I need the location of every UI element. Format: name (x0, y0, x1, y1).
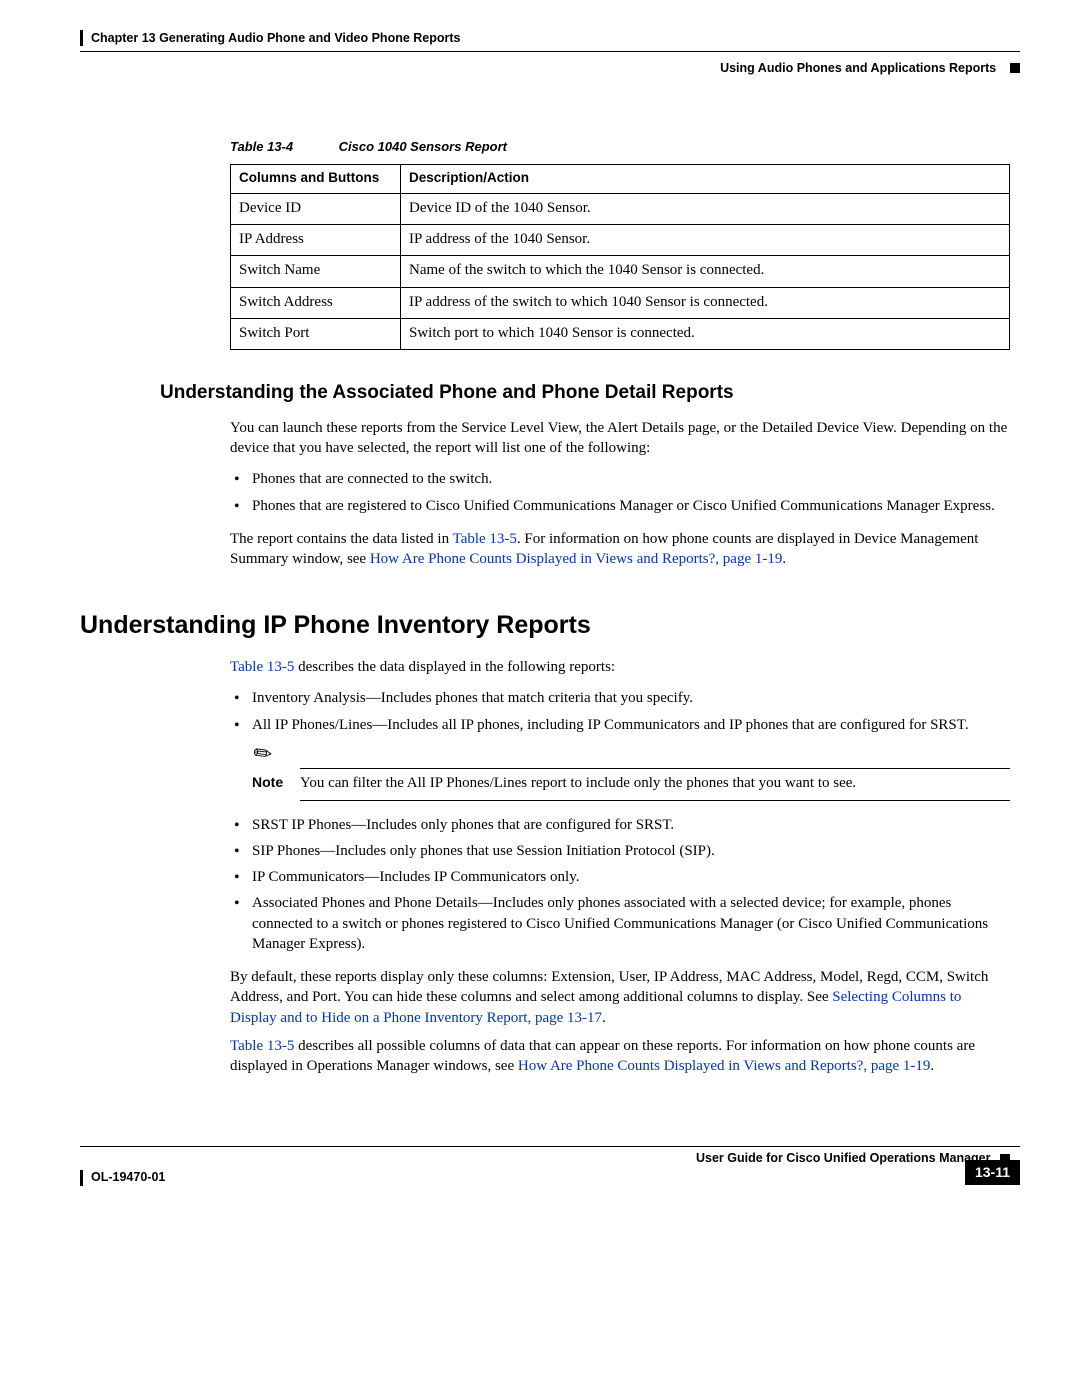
page-number-badge: 13-11 (965, 1160, 1020, 1185)
header-square-icon (1010, 63, 1020, 73)
bullet-list: Inventory Analysis—Includes phones that … (230, 685, 1010, 957)
footer-rule (80, 1146, 1020, 1147)
table-number: Table 13-4 (230, 138, 335, 156)
text: describes the data displayed in the foll… (294, 659, 615, 675)
text: User Guide for Cisco Unified Operations … (696, 1151, 991, 1165)
paragraph: Table 13-5 describes all possible column… (230, 1036, 1010, 1077)
subsection-heading: Understanding the Associated Phone and P… (160, 380, 1010, 406)
paragraph: The report contains the data listed in T… (230, 529, 1010, 570)
footer-bar-icon (80, 1170, 83, 1186)
header-section-label: Using Audio Phones and Applications Repo… (720, 61, 996, 75)
cell: Switch Name (231, 256, 401, 287)
paragraph: By default, these reports display only t… (230, 967, 1010, 1028)
cell: Device ID of the 1040 Sensor. (401, 193, 1010, 224)
cell: Switch Port (231, 318, 401, 349)
xref-link[interactable]: Table 13-5 (230, 1038, 294, 1054)
table-title: Cisco 1040 Sensors Report (339, 139, 507, 154)
cell: Switch port to which 1040 Sensor is conn… (401, 318, 1010, 349)
xref-link[interactable]: How Are Phone Counts Displayed in Views … (518, 1058, 931, 1074)
section-heading: Understanding IP Phone Inventory Reports (80, 609, 1010, 643)
text: All IP Phones/Lines—Includes all IP phon… (252, 717, 969, 733)
table-row: Switch PortSwitch port to which 1040 Sen… (231, 318, 1010, 349)
text: . (930, 1058, 934, 1074)
note-rule (300, 800, 1010, 801)
table-header-row: Columns and Buttons Description/Action (231, 164, 1010, 193)
page-footer: User Guide for Cisco Unified Operations … (80, 1146, 1020, 1186)
sensors-table: Columns and Buttons Description/Action D… (230, 164, 1010, 350)
footer-guide-title: User Guide for Cisco Unified Operations … (80, 1150, 1020, 1167)
paragraph: You can launch these reports from the Se… (230, 418, 1010, 459)
header-row: Chapter 13 Generating Audio Phone and Vi… (80, 30, 1020, 47)
col-header: Columns and Buttons (231, 164, 401, 193)
cell: IP Address (231, 225, 401, 256)
cell: IP address of the switch to which 1040 S… (401, 287, 1010, 318)
chapter-label: Chapter 13 Generating Audio Phone and Vi… (91, 30, 461, 47)
table-row: Switch NameName of the switch to which t… (231, 256, 1010, 287)
xref-link[interactable]: Table 13-5 (453, 531, 517, 547)
page-content: Table 13-4 Cisco 1040 Sensors Report Col… (80, 138, 1020, 1076)
list-item: All IP Phones/Lines—Includes all IP phon… (252, 712, 1010, 812)
col-header: Description/Action (401, 164, 1010, 193)
paragraph: Table 13-5 describes the data displayed … (230, 657, 1010, 677)
table-row: IP AddressIP address of the 1040 Sensor. (231, 225, 1010, 256)
pencil-icon: ✎ (247, 736, 280, 771)
text: . (782, 551, 786, 567)
xref-link[interactable]: How Are Phone Counts Displayed in Views … (370, 551, 783, 567)
note-rule (300, 768, 1010, 769)
footer-doc-id: OL-19470-01 (91, 1169, 1020, 1186)
text: . (602, 1010, 606, 1026)
table-caption: Table 13-4 Cisco 1040 Sensors Report (230, 138, 1010, 156)
cell: Switch Address (231, 287, 401, 318)
cell: Name of the switch to which the 1040 Sen… (401, 256, 1010, 287)
header-sub-row: Using Audio Phones and Applications Repo… (80, 58, 1020, 78)
list-item: Phones that are registered to Cisco Unif… (252, 493, 1010, 519)
note-text: You can filter the All IP Phones/Lines r… (300, 773, 1010, 793)
table-row: Device IDDevice ID of the 1040 Sensor. (231, 193, 1010, 224)
header-rule (80, 51, 1020, 52)
list-item: SRST IP Phones—Includes only phones that… (252, 812, 1010, 838)
cell: Device ID (231, 193, 401, 224)
list-item: SIP Phones—Includes only phones that use… (252, 838, 1010, 864)
xref-link[interactable]: Table 13-5 (230, 659, 294, 675)
list-item: Inventory Analysis—Includes phones that … (252, 685, 1010, 711)
table-row: Switch AddressIP address of the switch t… (231, 287, 1010, 318)
list-item: Associated Phones and Phone Details—Incl… (252, 890, 1010, 957)
list-item: Phones that are connected to the switch. (252, 466, 1010, 492)
cell: IP address of the 1040 Sensor. (401, 225, 1010, 256)
text: The report contains the data listed in (230, 531, 453, 547)
header-bar-icon (80, 30, 83, 46)
note-label: Note (252, 773, 300, 793)
bullet-list: Phones that are connected to the switch.… (230, 466, 1010, 519)
note-block: ✎ Note You can filter the All IP Phones/… (252, 739, 1010, 801)
list-item: IP Communicators—Includes IP Communicato… (252, 864, 1010, 890)
